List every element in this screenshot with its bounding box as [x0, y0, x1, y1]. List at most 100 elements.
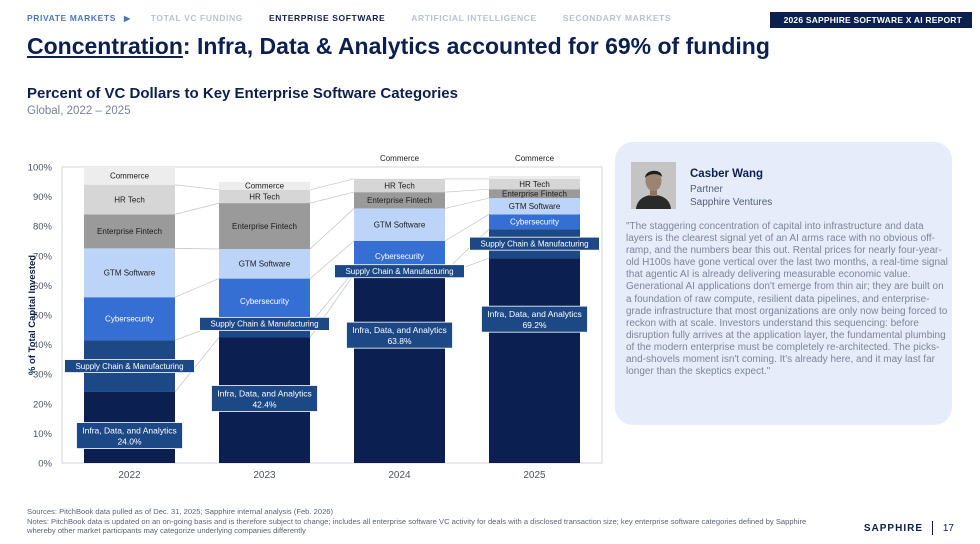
- segment-label: Enterprise Fintech: [367, 196, 432, 205]
- quote-author-name: Casber Wang: [690, 168, 764, 180]
- connector-line: [444, 214, 490, 242]
- segment-label: Infra, Data, and Analytics: [82, 426, 177, 436]
- segment-label: HR Tech: [519, 180, 550, 189]
- y-tick-label: 50%: [33, 311, 53, 322]
- segment-label: Supply Chain & Manufacturing: [345, 267, 453, 276]
- connector-line: [174, 337, 220, 393]
- stacked-bar-chart: 0% 10% 20% 30% 40% 50% 60% 70% 80% 90% 100% % of To…: [27, 154, 603, 481]
- bar-segment: [489, 189, 580, 199]
- bar-segment: [354, 192, 445, 209]
- bar-segment: [219, 181, 310, 190]
- segment-label: Supply Chain & Manufacturing: [480, 239, 588, 248]
- segment-label: GTM Software: [374, 221, 426, 230]
- y-tick-label: 30%: [33, 370, 53, 381]
- segment-label: GTM Software: [509, 202, 561, 211]
- quote-text: "The staggering concentration of capital…: [626, 221, 948, 378]
- report-badge: 2026 SAPPHIRE SOFTWARE X AI REPORT: [769, 12, 972, 28]
- infra-label-box: [211, 385, 318, 412]
- bar-segment: [84, 184, 175, 215]
- bar-segment: [354, 178, 445, 193]
- author-title: Partner: [690, 184, 723, 195]
- segment-label: Supply Chain & Manufacturing: [75, 362, 183, 371]
- nav-item-artificial-intelligence[interactable]: ARTIFICIAL INTELLIGENCE: [411, 13, 537, 23]
- infra-label-box: [76, 422, 183, 449]
- bar-segment: [489, 178, 580, 190]
- connector-line: [174, 184, 220, 191]
- connector-line: [309, 240, 355, 279]
- segment-label: Enterprise Fintech: [502, 189, 567, 198]
- avatar: [631, 162, 676, 209]
- y-axis-label: % of Total Capital Invested: [27, 255, 38, 375]
- chevron-right-icon: ▶: [123, 13, 131, 23]
- quote-author-role: Partner Sapphire Ventures: [690, 183, 772, 209]
- segment-label-box: [469, 236, 600, 251]
- chart-title: Percent of VC Dollars to Key Enterprise …: [27, 85, 458, 102]
- bar-segment: [489, 258, 580, 463]
- nav-item-enterprise-software[interactable]: ENTERPRISE SOFTWARE: [268, 13, 386, 23]
- person-photo-icon: [631, 162, 676, 209]
- segment-label: Enterprise Fintech: [232, 222, 297, 231]
- bar-segment: [219, 189, 310, 204]
- segment-label: Cybersecurity: [105, 315, 154, 324]
- connector-line: [174, 248, 220, 250]
- y-tick-label: 70%: [33, 251, 53, 262]
- nav-item-secondary-markets[interactable]: SECONDARY MARKETS: [562, 13, 672, 23]
- x-tick-label: 2023: [253, 470, 276, 481]
- y-tick-label: 80%: [33, 222, 53, 233]
- brand-logo: SAPPHIRE: [863, 523, 923, 534]
- segment-label: HR Tech: [384, 181, 415, 190]
- segment-label: Enterprise Fintech: [97, 227, 162, 236]
- author-org: Sapphire Ventures: [690, 197, 773, 208]
- title-emphasis: Concentration: [27, 33, 183, 59]
- page-title: Concentration: Infra, Data & Analytics a…: [27, 33, 770, 60]
- bar-segment: [489, 214, 580, 230]
- nav-item-private-markets[interactable]: PRIVATE MARKETS: [27, 13, 116, 23]
- y-tick-label: 60%: [33, 281, 53, 292]
- segment-label: Commerce: [110, 172, 150, 181]
- segment-label: Cybersecurity: [375, 252, 424, 261]
- footnote-notes: Notes: PitchBook data is updated on an o…: [27, 516, 807, 536]
- chart-subtitle: Global, 2022 – 2025: [27, 105, 131, 117]
- segment-label: Commerce: [380, 154, 420, 163]
- bar-segment: [489, 198, 580, 215]
- bar-segment: [84, 297, 175, 341]
- x-tick-label: 2025: [523, 470, 546, 481]
- segment-label: HR Tech: [114, 195, 145, 204]
- segment-label: Commerce: [515, 154, 555, 163]
- y-tick-label: 10%: [33, 429, 53, 440]
- connector-line: [174, 278, 220, 298]
- y-tick-label: 100%: [28, 163, 53, 174]
- connector-line: [444, 188, 490, 193]
- segment-label: GTM Software: [104, 269, 156, 278]
- nav-item-total-vc-funding[interactable]: TOTAL VC FUNDING: [150, 13, 243, 23]
- segment-label: GTM Software: [239, 260, 291, 269]
- bar-segment: [354, 208, 445, 241]
- segment-label: Infra, Data, and Analytics: [217, 388, 312, 398]
- infra-label-box: [346, 321, 453, 349]
- data-label: 42.4%: [252, 399, 277, 409]
- bar-segment: [84, 248, 175, 298]
- section-nav: PRIVATE MARKETS ▶ TOTAL VC FUNDING ENTER…: [27, 13, 697, 23]
- segment-label-box: [334, 264, 465, 279]
- data-label: 69.2%: [522, 320, 547, 330]
- page-number: 17: [942, 523, 954, 534]
- infra-label-box: [481, 305, 588, 333]
- bar-segment: [84, 214, 175, 249]
- connector-line: [309, 270, 355, 325]
- connector-line: [309, 191, 355, 204]
- plot-frame: [61, 166, 603, 464]
- bar-segment: [354, 274, 445, 463]
- x-tick-label: 2022: [118, 470, 141, 481]
- title-rest: : Infra, Data & Analytics accounted for …: [182, 33, 770, 59]
- y-tick-label: 20%: [33, 399, 53, 410]
- segment-label: Infra, Data, and Analytics: [352, 325, 447, 335]
- connector-line: [309, 178, 355, 191]
- footnote: Sources: PitchBook data pulled as of Dec…: [27, 507, 827, 536]
- bar-segment: [84, 167, 175, 185]
- connector-line: [174, 202, 220, 215]
- bar-segment: [219, 203, 310, 249]
- bar-segment: [489, 175, 580, 179]
- segment-label: Supply Chain & Manufacturing: [210, 320, 318, 329]
- segment-label: Commerce: [245, 182, 285, 191]
- connector-line: [309, 208, 355, 250]
